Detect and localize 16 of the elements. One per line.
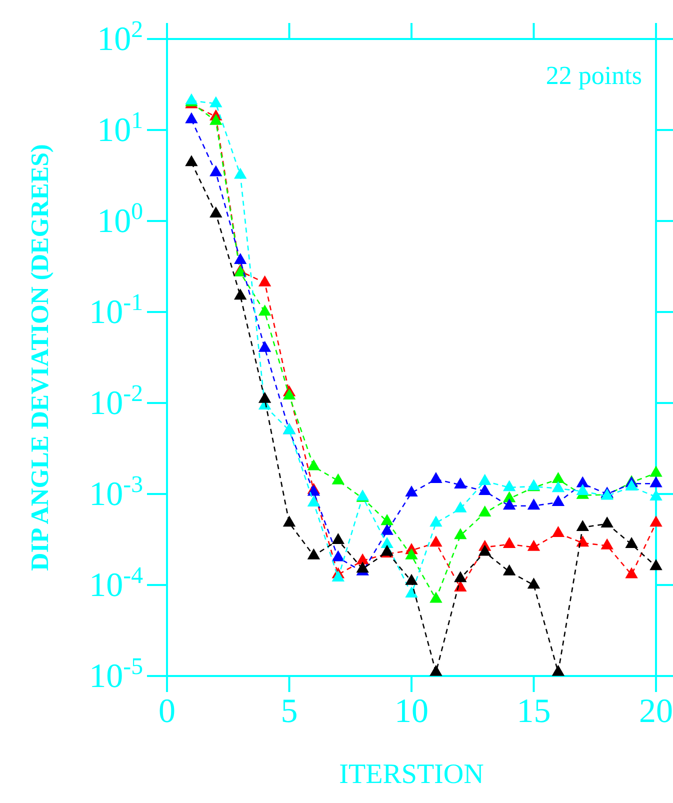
- x-tick-label: 20: [639, 693, 673, 730]
- x-axis-title: ITERSTION: [339, 759, 484, 790]
- x-tick-label: 15: [516, 693, 551, 730]
- y-axis-title: DIP ANGLE DEVIATION (DEGREES): [27, 144, 54, 571]
- y-tick-label: 10$^{-4}$: [89, 563, 144, 604]
- y-tick-label: 10$^{-1}$: [89, 290, 143, 331]
- x-tick-label: 10: [394, 693, 428, 730]
- y-tick-label: 10$^{1}$: [97, 108, 143, 149]
- x-tick-label: 5: [280, 693, 298, 730]
- y-tick-label: 10$^{2}$: [97, 17, 143, 58]
- x-tick-label: 0: [158, 693, 176, 730]
- y-tick-label: 10$^{0}$: [97, 199, 143, 240]
- y-tick-label: 10$^{-5}$: [89, 654, 143, 695]
- annotation: 22 points: [546, 61, 642, 90]
- y-tick-label: 10$^{-3}$: [89, 472, 143, 513]
- y-tick-label: 10$^{-2}$: [89, 381, 143, 422]
